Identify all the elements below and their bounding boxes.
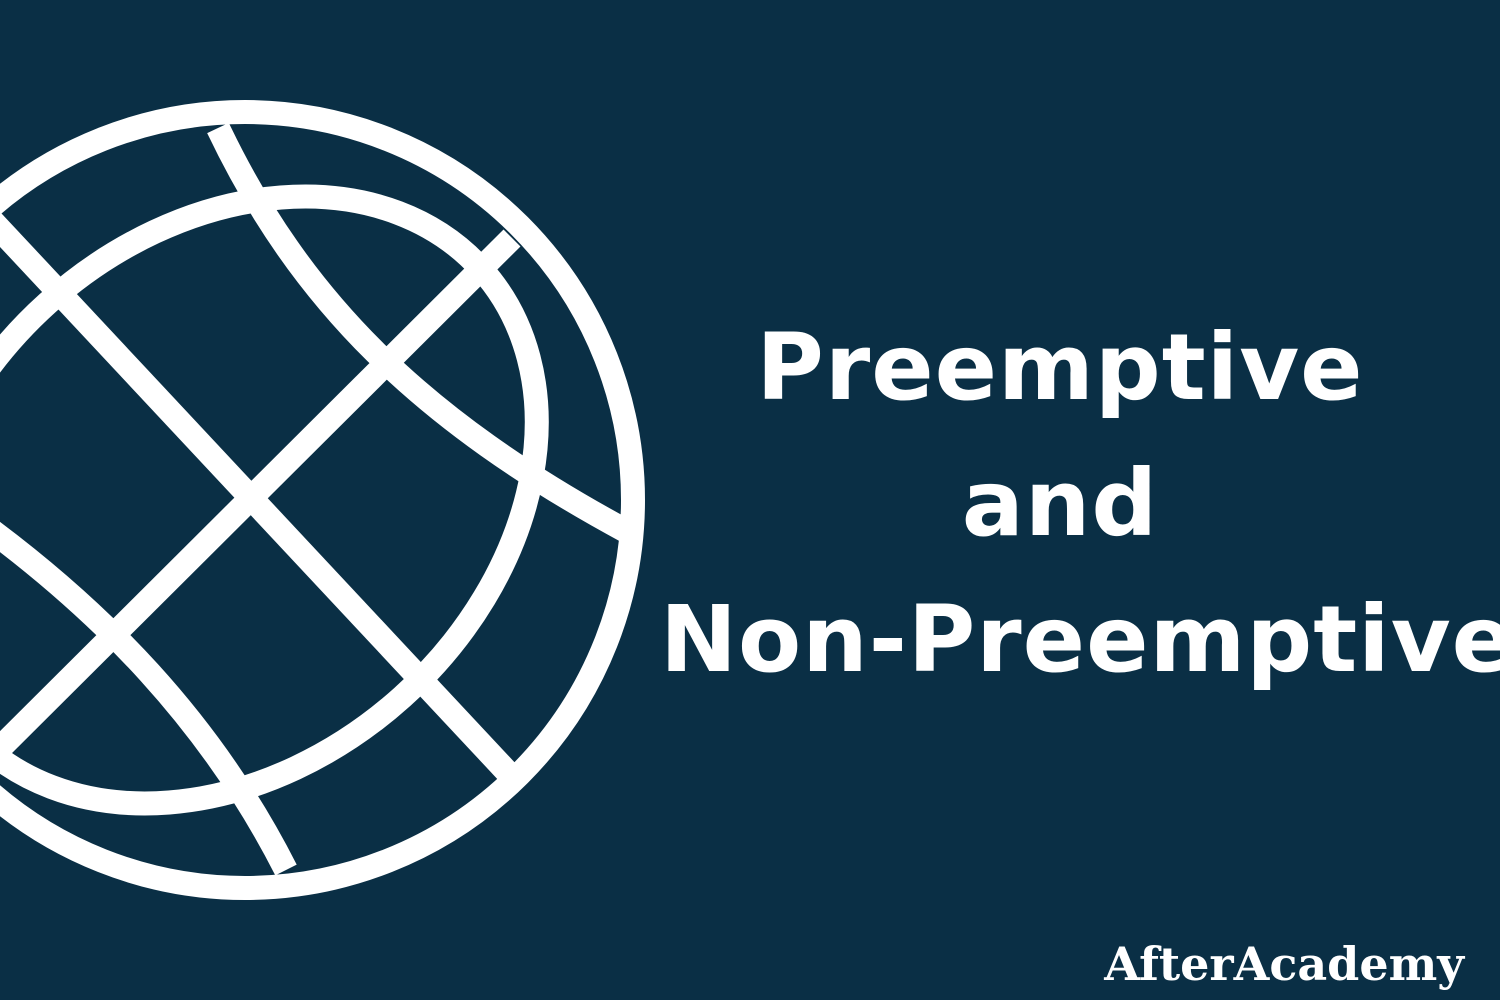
title-block: Preemptive and Non-Preemptive	[660, 300, 1500, 708]
title-line-1: Preemptive	[756, 314, 1364, 421]
globe-grid-line	[0, 229, 521, 766]
title-line-2: and	[961, 450, 1159, 557]
globe-outline	[0, 100, 645, 900]
globe-meridian	[0, 521, 297, 876]
globe-meridian	[207, 122, 634, 543]
brand-logo-text: AfterAcademy	[1104, 937, 1464, 991]
title-line-3: Non-Preemptive	[660, 586, 1500, 693]
